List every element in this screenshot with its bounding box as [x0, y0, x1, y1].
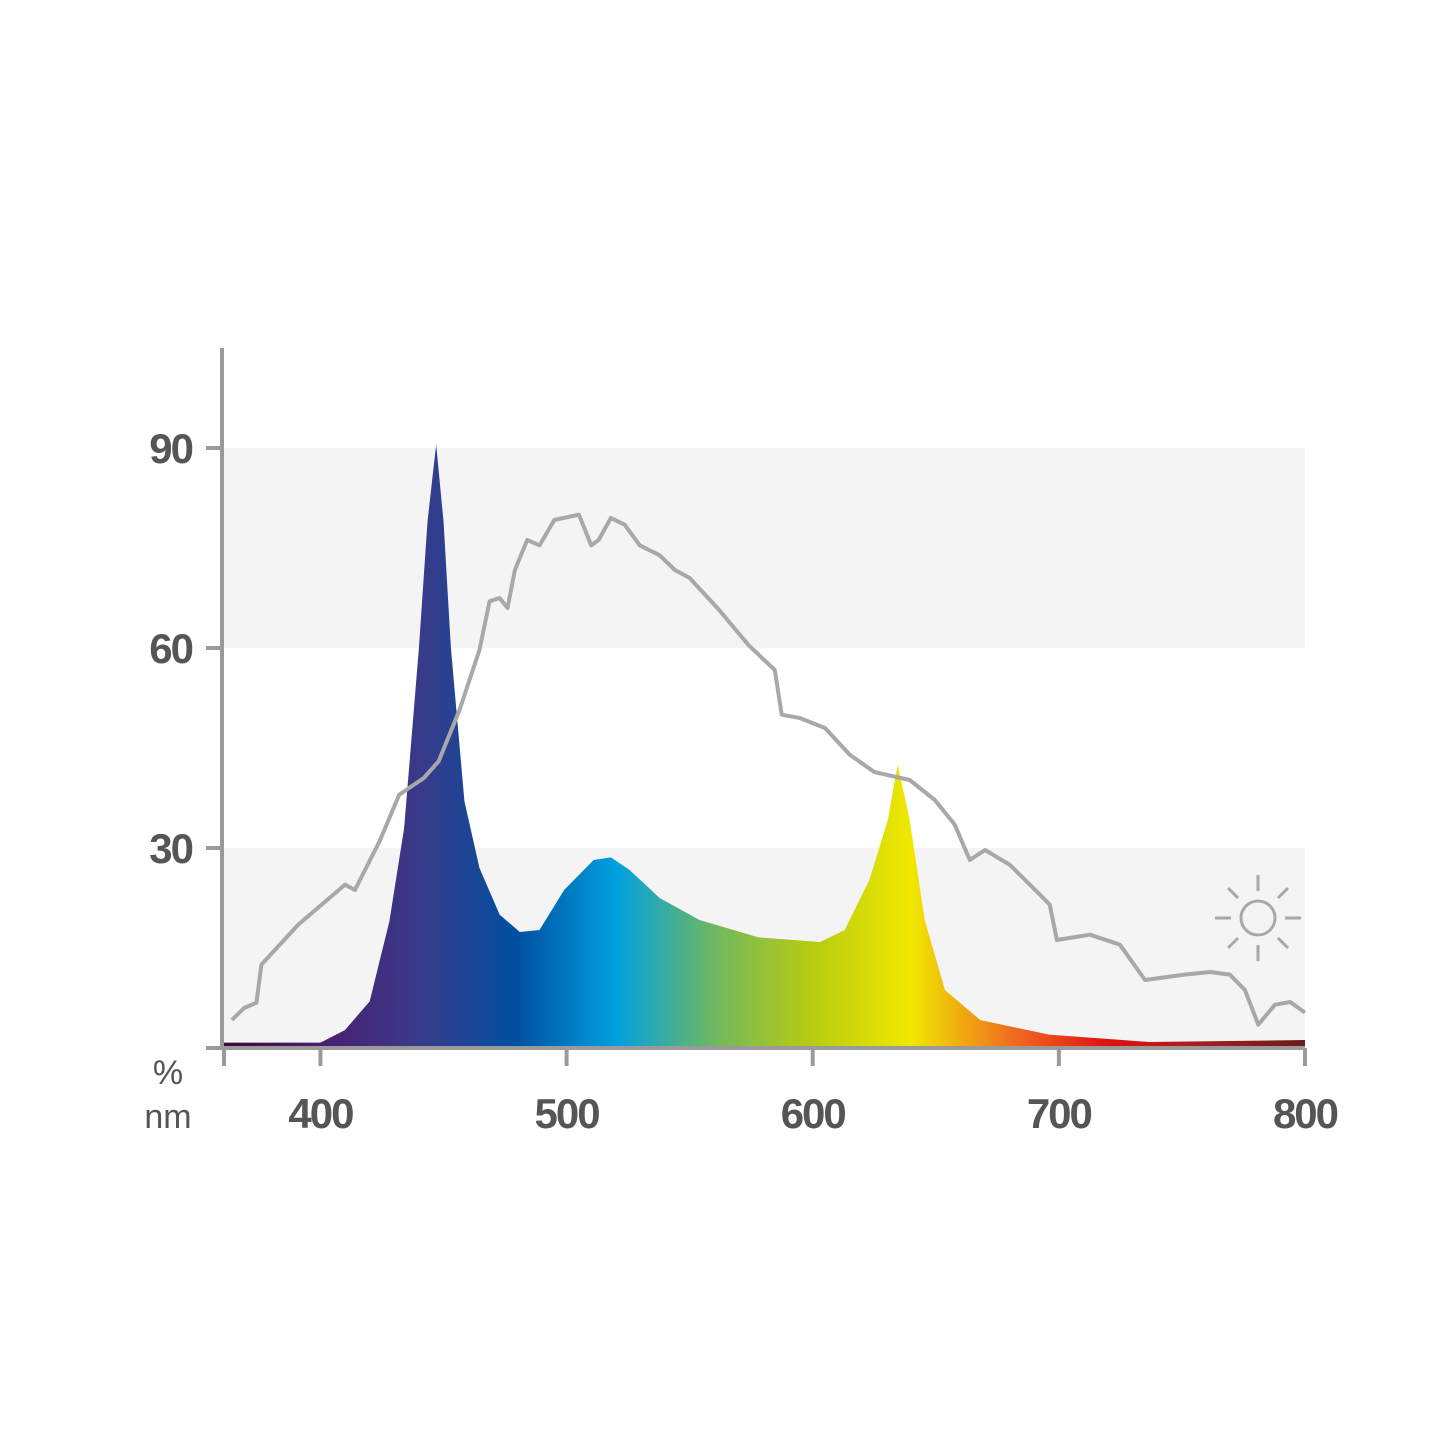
x-tick-label: 500 [535, 1090, 600, 1137]
y-tick-label: 90 [149, 425, 192, 472]
y-tick-label: 30 [149, 825, 192, 872]
daylight-line [230, 512, 1307, 1027]
grid-band [222, 448, 1305, 648]
sun-icon [1215, 875, 1301, 961]
x-axis-unit: nm [144, 1098, 191, 1136]
spectrum-area [222, 444, 1305, 1049]
x-tick-label: 400 [288, 1090, 353, 1137]
x-tick-label: 700 [1027, 1090, 1092, 1137]
y-axis-unit: % [153, 1054, 183, 1092]
x-tick-label: 800 [1273, 1090, 1338, 1137]
x-tick-label: 600 [781, 1090, 846, 1137]
y-tick-label: 60 [149, 625, 192, 672]
